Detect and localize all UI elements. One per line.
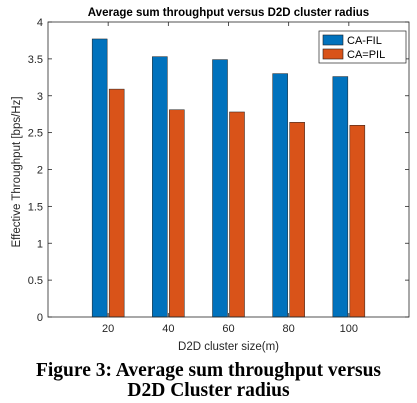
y-tick-label: 3 [37,91,43,103]
legend-label-ca-fil: CA-FIL [347,35,382,47]
caption-line-1: Figure 3: Average sum throughput versus [35,360,382,381]
x-tick-label: 20 [102,323,114,335]
plot-frame [47,21,410,318]
bar-ca-pil-100 [349,125,366,318]
legend: CA-FIL CA=PIL [318,30,407,64]
legend-label-ca-pil: CA=PIL [347,49,385,61]
x-tick-label: 80 [283,323,295,335]
y-tick-label: 2.5 [28,128,43,140]
bar-ca-fil-100 [332,76,349,318]
y-tick-label: 1 [37,238,43,250]
bar-ca-pil-60 [229,111,245,318]
y-tick-label: 0.5 [28,275,43,287]
x-tick-label: 40 [162,323,174,335]
x-tick-label: 60 [222,323,234,335]
plot-area [48,22,409,317]
y-axis-label: Effective Throughput [bps/Hz] [11,96,23,247]
chart-title: Average sum throughput versus D2D cluste… [88,7,369,19]
legend-swatch-ca-pil [322,48,344,60]
y-tick-label: 1.5 [28,201,43,213]
x-tick-label: 100 [340,323,358,335]
caption-line-2: D2D Cluster radius [127,380,290,401]
bar-chart: 0 0.5 1 1.5 2 2.5 3 3.5 4 20 40 60 80 100 Average sum… [11,7,410,353]
bar-ca-fil-80 [272,73,288,318]
bar-ca-fil-60 [212,59,228,318]
bars-group [91,38,366,318]
y-tick-label: 2 [37,165,43,177]
bar-ca-pil-40 [169,109,185,318]
ticks-group: 0 0.5 1 1.5 2 2.5 3 3.5 4 20 40 60 80 100 [28,17,409,335]
figure-caption: Figure 3: Average sum throughput versus … [0,361,417,401]
bar-ca-pil-80 [289,122,305,318]
bar-ca-fil-40 [152,56,168,318]
y-tick-label: 4 [37,17,43,29]
legend-swatch-ca-fil [322,34,344,46]
x-axis-label: D2D cluster size(m) [178,341,279,353]
y-tick-label: 3.5 [28,54,43,66]
bar-ca-pil-20 [108,88,125,318]
y-tick-label: 0 [37,312,43,324]
bar-ca-fil-20 [91,38,108,318]
